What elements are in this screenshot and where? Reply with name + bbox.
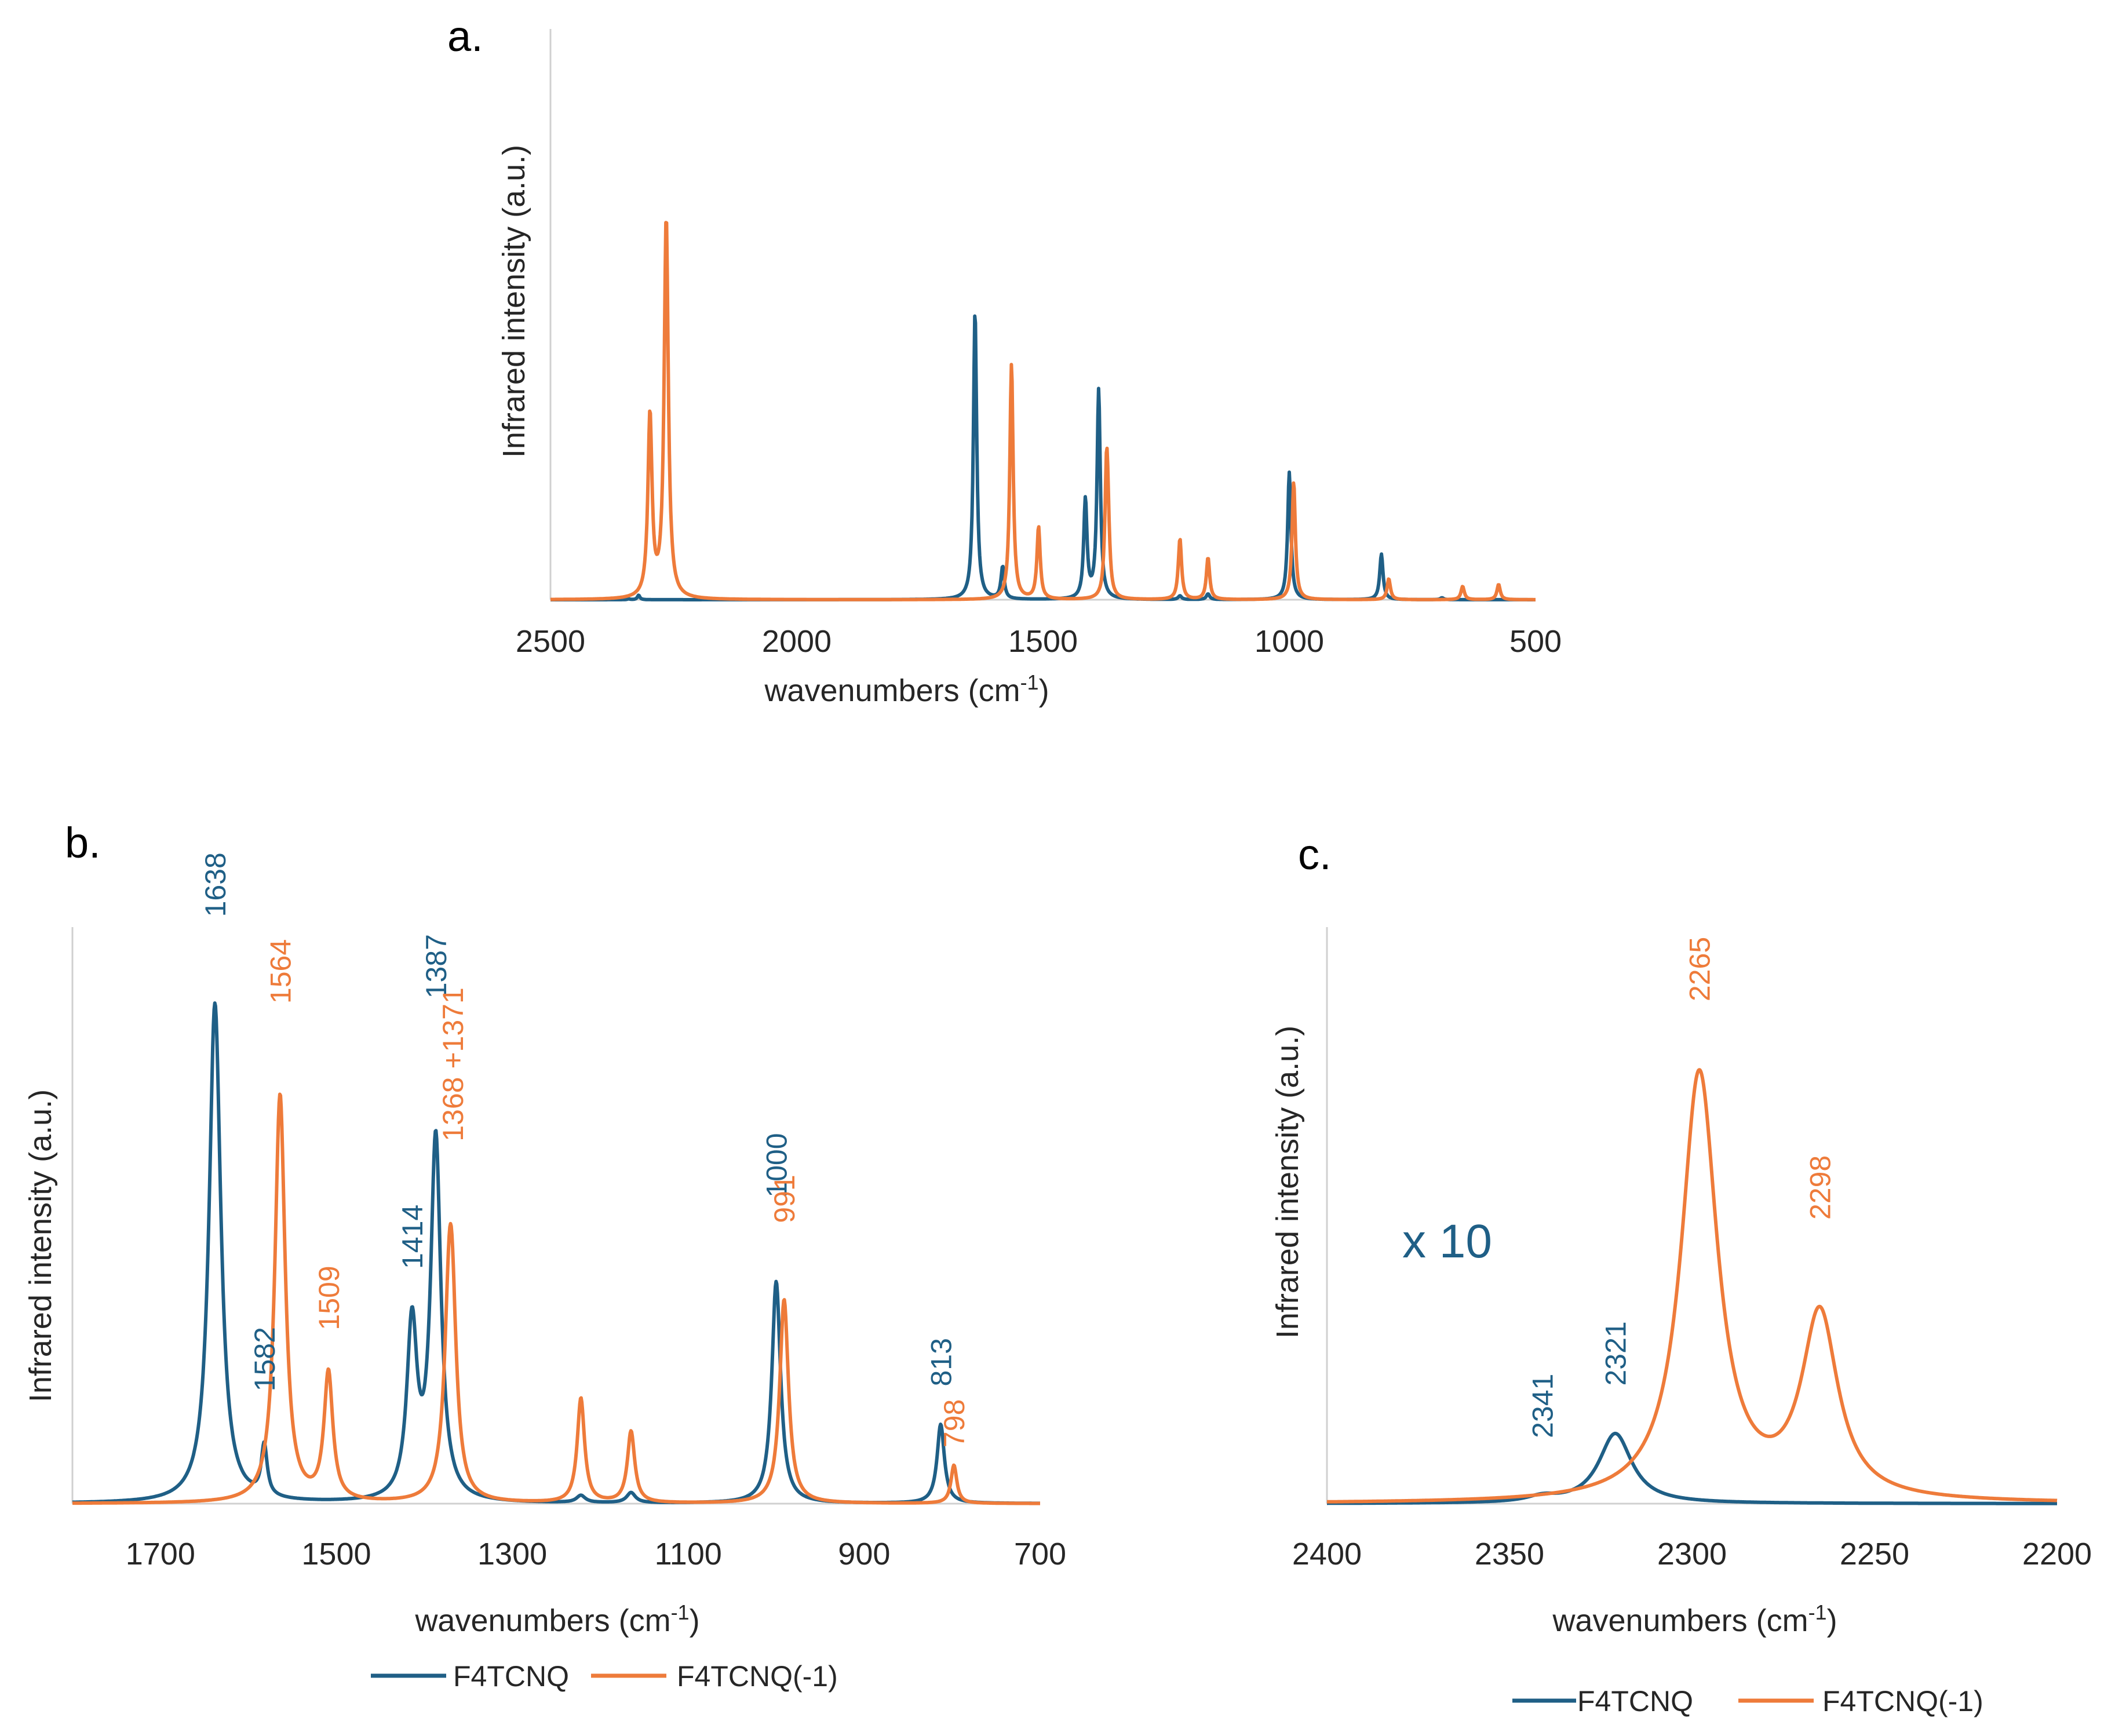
panel-c-xlabel-main: wavenumbers (cm [1552,1603,1808,1638]
panel-b-ylabel: Infrared intensity (a.u.) [23,1089,58,1402]
panel-a-series-f4tcnq-1 [549,221,1537,601]
panel-c-legend-f4tcnq: F4TCNQ [1577,1685,1693,1717]
panel-b-x-tick: 1700 [126,1537,195,1571]
panel-a-x-tick: 2500 [516,624,585,659]
panel-b-xlabel-sup: -1 [671,1600,690,1624]
panel-a-x-tick: 500 [1509,624,1562,659]
panel-a-x-tick: 2000 [762,624,832,659]
panel-a-chart: a. Infrared intensity (a.u.) wavenumbers… [447,12,1562,708]
panel-b-x-tick: 900 [838,1537,890,1571]
panel-c-chart: c. Infrared intensity (a.u.) wavenumbers… [1270,830,2092,1717]
panel-b-legend-f4tcnq: F4TCNQ [453,1660,569,1693]
panel-c-x-tick: 2350 [1475,1537,1544,1571]
panel-b-peak-label: 1638 [199,852,232,917]
panel-b-label: b. [65,819,101,867]
panel-c-x-tick: 2300 [1657,1537,1727,1571]
panel-c-legend: F4TCNQ F4TCNQ(-1) [1512,1685,1983,1717]
panel-b-peak-label: 1582 [249,1327,281,1391]
panel-b-xlabel-tail: ) [690,1603,700,1638]
panel-c-series-f4tcnq [1325,1431,2059,1505]
panel-a-xlabel: wavenumbers (cm-1) [764,670,1049,708]
panel-b-series-f4tcnq [71,1001,1041,1505]
panel-a-label: a. [447,12,483,60]
panel-c-peak-label: 2298 [1804,1155,1837,1220]
panel-a-ylabel: Infrared intensity (a.u.) [497,145,531,458]
panel-a-xlabel-sup: -1 [1020,670,1039,694]
panel-b-peak-label: 991 [768,1175,801,1223]
panel-b-x-tick: 1100 [655,1537,722,1571]
panel-a-series-f4tcnq [549,314,1537,601]
panel-c-xlabel-tail: ) [1827,1603,1837,1638]
panel-b-x-tick: 1500 [301,1537,371,1571]
panel-c-series-f4tcnq-1 [1325,1068,2059,1504]
panel-b-xlabel: wavenumbers (cm-1) [414,1600,699,1638]
panel-a-xlabel-tail: ) [1039,673,1049,708]
panel-b-peak-label: 1368 +1371 [437,987,469,1141]
panel-c-label: c. [1298,830,1332,878]
panel-a-xlabel-main: wavenumbers (cm [764,673,1020,708]
panel-c-x-tick: 2200 [2022,1537,2092,1571]
panel-c-x-tick: 2400 [1292,1537,1362,1571]
panel-b-peak-label: 1509 [313,1265,345,1330]
panel-b-xlabel-main: wavenumbers (cm [414,1603,670,1638]
panel-b-x-tick: 1300 [477,1537,547,1571]
panel-b-legend-f4tcnq-1: F4TCNQ(-1) [677,1660,838,1693]
panel-b-peak-label: 798 [938,1399,971,1447]
panel-c-xlabel-sup: -1 [1808,1600,1827,1624]
panel-c-xlabel: wavenumbers (cm-1) [1552,1600,1837,1638]
panel-c-peak-label: 2265 [1684,937,1716,1001]
panel-b-peak-label: 1000 [761,1133,793,1197]
panel-c-peak-label: 2341 [1527,1374,1559,1438]
panel-b-series-f4tcnq-1 [71,1092,1041,1505]
panel-b-peak-label: 1387 [420,934,453,998]
panel-b-x-tick: 700 [1014,1537,1066,1571]
panel-b-chart: b. Infrared intensity (a.u.) wavenumbers… [23,819,1066,1693]
panel-b-peak-label: 1414 [396,1205,429,1269]
panel-c-x-tick: 2250 [1840,1537,1909,1571]
panel-c-peak-label: 2321 [1600,1321,1632,1385]
panel-b-peak-label: 813 [925,1338,957,1386]
panel-b-peak-label: 1564 [264,939,297,1004]
panel-c-ylabel: Infrared intensity (a.u.) [1270,1026,1305,1339]
panel-a-x-tick: 1500 [1008,624,1078,659]
panel-a-x-tick: 1000 [1255,624,1324,659]
panel-c-legend-f4tcnq-1: F4TCNQ(-1) [1822,1685,1983,1717]
panel-b-legend: F4TCNQ F4TCNQ(-1) [371,1660,838,1693]
panel-c-scale-note: x 10 [1402,1215,1492,1268]
